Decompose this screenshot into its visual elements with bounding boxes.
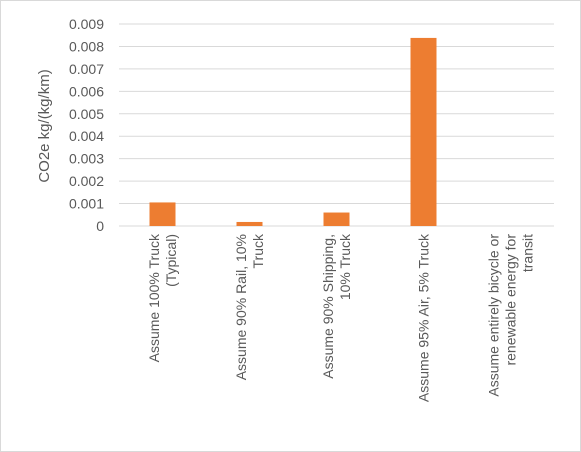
y-tick-label: 0.006 [69, 83, 104, 99]
x-category-label-line: 10% Truck [337, 233, 353, 300]
y-tick-label: 0.005 [69, 106, 104, 122]
x-category-label: Assume 95% Air, 5% Truck [416, 233, 432, 402]
y-tick-label: 0.009 [69, 16, 104, 32]
y-tick-label: 0.007 [69, 61, 104, 77]
bar [323, 212, 350, 226]
bar [149, 202, 176, 226]
y-tick-label: 0.002 [69, 173, 104, 189]
bar [236, 221, 263, 226]
bars [149, 37, 437, 226]
y-tick-label: 0.003 [69, 151, 104, 167]
x-category-label: Assume entirely bicycle or renewable ener… [486, 234, 536, 397]
x-category-label: Assume 90% Rail, 10% Truck [233, 233, 266, 380]
x-category-label-line: transit [520, 234, 536, 272]
x-category-label-line: Assume 100% Truck [146, 233, 162, 362]
x-category-label-line: Assume entirely bicycle or [486, 234, 502, 397]
x-category-label-line: Assume 95% Air, 5% Truck [416, 233, 432, 402]
x-category-label-line: renewable energy for [503, 234, 519, 366]
bar [410, 37, 437, 226]
y-axis-label: CO2e kg/(kg/km) [36, 69, 53, 182]
x-axis-categories: Assume 100% Truck (Typical) Assume 90% Rai… [146, 233, 536, 402]
y-tick-label: 0.004 [69, 128, 104, 144]
x-category-label: Assume 90% Shipping, 10% Truck [320, 233, 353, 379]
x-category-label-line: Assume 90% Rail, 10% [233, 234, 249, 380]
y-axis-ticks: 0 0.001 0.002 0.003 0.004 0.005 0.006 0.007 0.00… [69, 16, 104, 234]
x-category-label-line: (Typical) [163, 234, 179, 287]
y-tick-label: 0.001 [69, 196, 104, 212]
x-category-label-line: Assume 90% Shipping, [320, 234, 336, 379]
y-tick-label: 0.008 [69, 38, 104, 54]
x-category-label-line: Truck [250, 233, 266, 268]
x-category-label: Assume 100% Truck (Typical) [146, 233, 179, 362]
y-tick-label: 0 [96, 218, 104, 234]
gridlines [119, 23, 554, 227]
